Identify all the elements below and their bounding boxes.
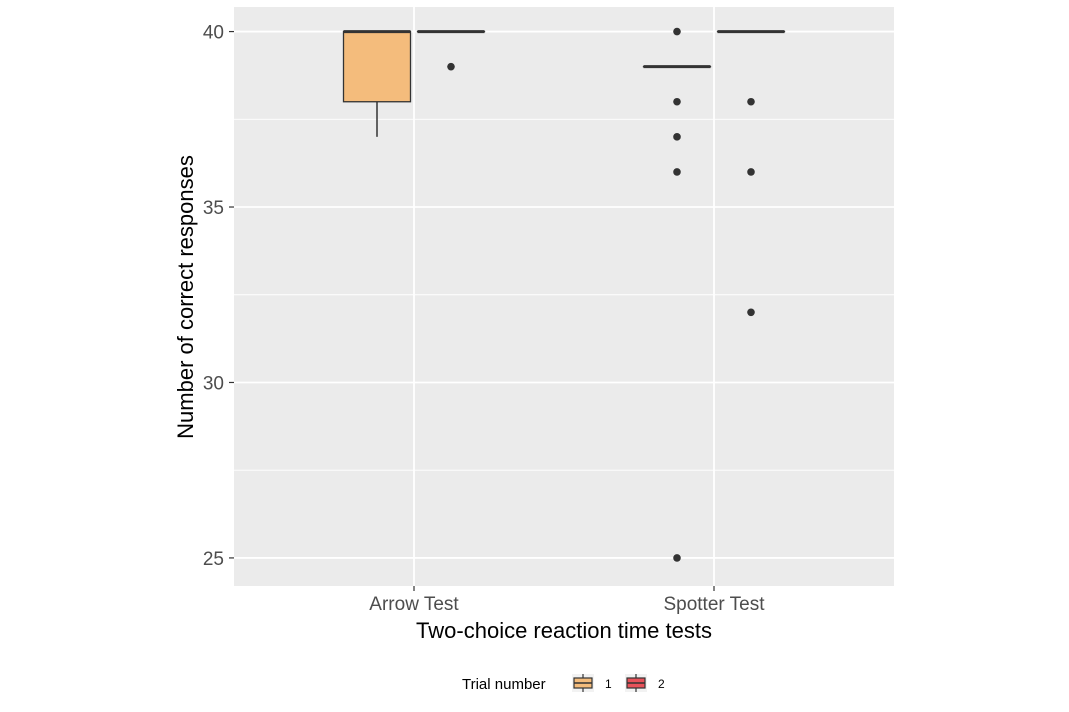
y-tick-label: 40 [203, 23, 224, 44]
legend-title: Trial number [462, 676, 546, 693]
grid-minor [234, 118, 894, 471]
box [342, 30, 412, 103]
y-tick-label: 25 [203, 549, 224, 570]
outlier-point [447, 62, 455, 71]
outlier-point [673, 554, 681, 562]
y-tick-label: 30 [203, 373, 224, 394]
x-tick-label: Spotter Test [663, 594, 765, 615]
legend: Trial number 1 2 [462, 674, 665, 693]
y-axis-title: Number of correct responses [173, 155, 198, 439]
outlier-point [747, 97, 755, 106]
outlier-point [673, 168, 681, 176]
plot-panel [234, 7, 894, 586]
x-tick-label: Arrow Test [369, 594, 459, 615]
outlier-point [673, 133, 681, 141]
x-axis-title: Two-choice reaction time tests [416, 618, 712, 643]
y-axis: 25 30 35 40 [203, 23, 234, 570]
legend-key-label: 2 [658, 677, 665, 691]
outlier-point [747, 168, 755, 176]
outlier-point [673, 97, 681, 106]
y-tick-label: 35 [203, 198, 224, 219]
outlier-point [673, 27, 681, 36]
legend-key-label: 1 [605, 677, 612, 691]
x-axis: Arrow Test Spotter Test [369, 586, 765, 615]
outlier-point [747, 308, 755, 317]
chart-marks [342, 27, 786, 562]
